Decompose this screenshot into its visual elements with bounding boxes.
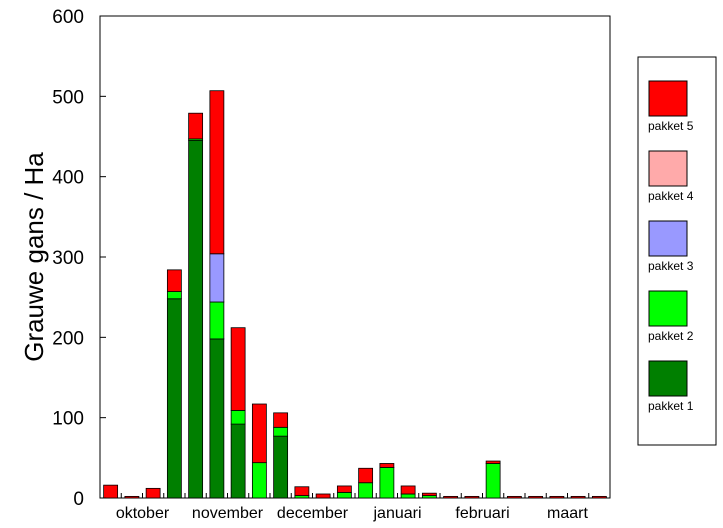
bar-segment (273, 412, 289, 428)
legend-label: pakket 1 (648, 399, 694, 413)
bar-segment (358, 482, 374, 499)
bar-segment (464, 495, 480, 499)
y-tick-label: 300 (52, 248, 84, 269)
bar-segment (336, 491, 352, 499)
bar-segment (400, 493, 416, 499)
bar-segment (294, 486, 310, 496)
bar-segment (251, 403, 267, 464)
x-month-label: februari (455, 505, 509, 522)
bar-segment (591, 495, 607, 499)
bar-segment (124, 495, 140, 499)
y-tick-label: 100 (52, 409, 84, 430)
bar-segment (209, 253, 225, 303)
bar-segment (570, 495, 586, 499)
bar-segment (549, 495, 565, 499)
bar-segment (379, 463, 395, 468)
bar-segment (273, 426, 289, 437)
y-axis-title: Grauwe gans / Ha (19, 152, 49, 362)
x-axis: oktober november december januari februari ma… (99, 493, 611, 522)
legend-label: pakket 5 (648, 119, 694, 133)
bar-segment (166, 291, 182, 300)
legend-label: pakket 2 (648, 329, 694, 343)
y-tick-label: 200 (52, 328, 84, 349)
x-month-label: november (192, 505, 264, 522)
bar-segment (421, 492, 437, 496)
legend-swatch (648, 80, 688, 117)
legend-swatch (648, 360, 688, 397)
bar-segment (103, 484, 119, 499)
legend-swatch (648, 150, 688, 187)
bar-segment (315, 493, 331, 499)
bar-segment (506, 495, 522, 499)
bar-segment (485, 460, 501, 464)
x-month-label: maart (547, 505, 588, 522)
x-month-label: januari (372, 505, 421, 522)
bar-segment (443, 495, 459, 499)
x-month-label: oktober (116, 505, 170, 522)
bar-segment (485, 463, 501, 499)
bar-segment (209, 338, 225, 499)
legend: pakket 5 pakket 4 pakket 3 pakket 2 pakket 1 (648, 80, 694, 413)
legend-label: pakket 4 (648, 189, 694, 203)
bar-segment (166, 269, 182, 292)
bar-segment (528, 495, 544, 499)
bar-segment (358, 467, 374, 484)
bar-segment (273, 435, 289, 499)
y-tick-label: 0 (73, 489, 84, 510)
plot-frame (99, 15, 611, 499)
legend-label: pakket 3 (648, 259, 694, 273)
y-axis: 0 100 200 300 400 500 600 (52, 7, 106, 510)
y-tick-label: 500 (52, 87, 84, 108)
bar-segment (230, 410, 246, 425)
legend-swatch (648, 290, 688, 327)
bar-segment (209, 90, 225, 255)
bar-segment (188, 112, 204, 140)
bar-segment (145, 487, 161, 499)
bar-segment (188, 140, 204, 499)
bar-segment (251, 462, 267, 499)
legend-swatch (648, 220, 688, 257)
y-tick-label: 600 (52, 7, 84, 28)
bar-segment (400, 485, 416, 495)
y-tick-label: 400 (52, 168, 84, 189)
bar-segment (166, 298, 182, 499)
bar-segment (230, 327, 246, 411)
bar-segment (209, 301, 225, 340)
bars (103, 90, 607, 499)
bar-segment (379, 467, 395, 499)
bar-segment (230, 423, 246, 499)
bar-segment (336, 485, 352, 493)
x-month-label: december (277, 505, 349, 522)
